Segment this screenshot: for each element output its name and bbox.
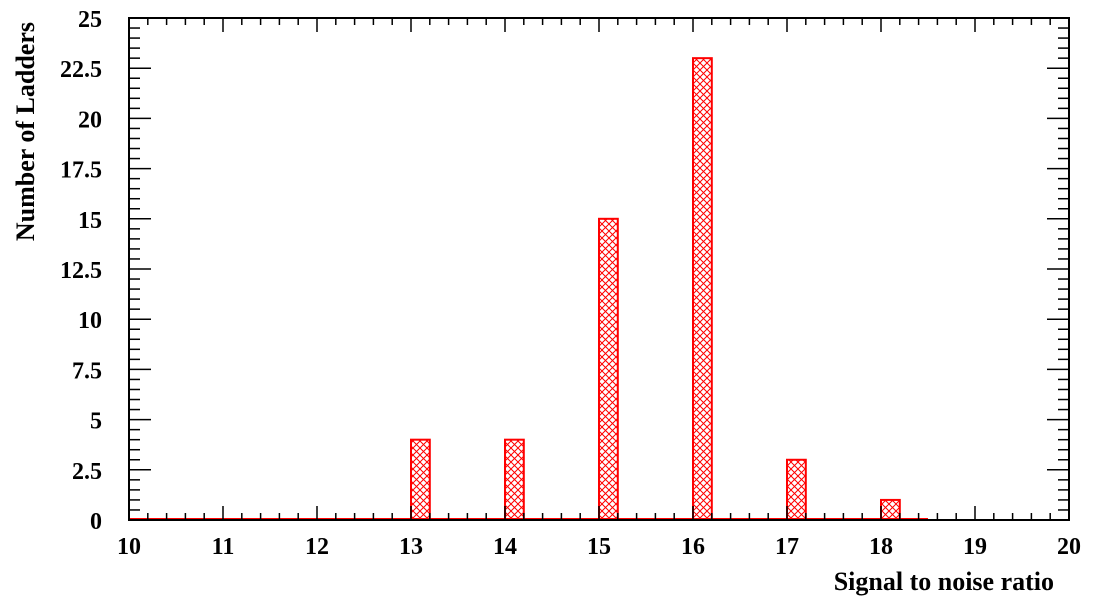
y-axis-title: Number of Ladders [11,22,40,241]
x-tick-label: 10 [117,534,141,560]
y-tick-label: 22.5 [60,57,102,83]
x-tick-label: 19 [963,534,987,560]
ticks-layer [128,17,1070,521]
bar-13 [410,438,431,521]
y-tick-label: 7.5 [72,358,102,384]
bars-layer [410,57,901,522]
y-tick-label: 17.5 [60,158,102,184]
y-tick-label: 0 [90,509,102,535]
bar-18 [880,498,901,522]
x-tick-label: 20 [1057,534,1081,560]
y-tick-label: 15 [78,208,102,234]
x-tick-label: 18 [869,534,893,560]
y-tick-label: 12.5 [60,258,102,284]
bar-17 [786,458,807,522]
y-tick-label: 2.5 [72,459,102,485]
x-axis-title: Signal to noise ratio [834,567,1054,596]
bar-15 [598,217,619,522]
bar-16 [692,57,713,521]
x-tick-label: 11 [212,534,235,560]
y-tick-label: 10 [78,308,102,334]
x-tick-label: 13 [399,534,423,560]
y-tick-label: 5 [90,409,102,435]
tick-labels-layer: 10 11 12 13 14 15 16 17 18 19 20 0 2.5 5 7.5 10 12.5 15 17… [60,7,1081,560]
x-tick-label: 17 [775,534,799,560]
x-tick-label: 12 [305,534,329,560]
bar-14 [504,438,525,521]
x-tick-label: 16 [681,534,705,560]
x-tick-label: 15 [587,534,611,560]
y-tick-label: 20 [78,107,102,133]
y-tick-label: 25 [78,7,102,33]
x-tick-label: 14 [493,534,517,560]
